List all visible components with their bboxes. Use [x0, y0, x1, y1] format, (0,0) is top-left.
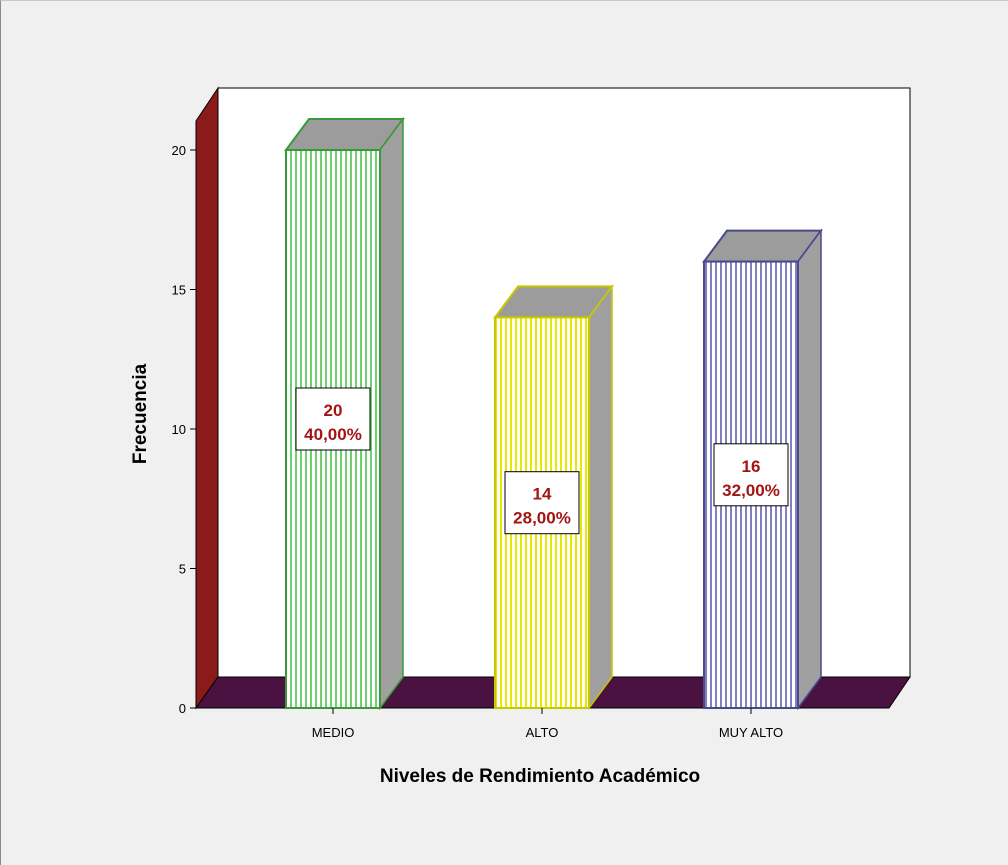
data-label-box: [713, 443, 789, 507]
data-label: 14 28,00%: [504, 471, 580, 535]
data-label-percent: 32,00%: [722, 481, 780, 500]
data-label-percent: 28,00%: [513, 509, 571, 528]
y-tick-label: 0: [179, 701, 186, 716]
x-axis-title: Niveles de Rendimiento Académico: [380, 766, 700, 787]
bar-side-face: [797, 228, 822, 711]
y-tick-label: 5: [179, 562, 186, 577]
x-tick-label: ALTO: [526, 725, 559, 740]
x-axis-tick-labels: MEDIO ALTO MUY ALTO: [312, 708, 783, 740]
data-label-box: [295, 387, 371, 451]
data-label-box: [504, 471, 580, 535]
data-label-count: 16: [742, 457, 761, 476]
data-label-count: 20: [324, 401, 343, 420]
plot-left-wall: [195, 86, 219, 710]
data-labels-group: 20 40,00% 14 28,00% 16 32,00%: [295, 387, 789, 535]
x-tick-label: MUY ALTO: [719, 725, 783, 740]
data-label-percent: 40,00%: [304, 425, 362, 444]
y-axis-title: Frecuencia: [130, 363, 151, 464]
data-label-count: 14: [533, 485, 552, 504]
bar-side-face: [588, 284, 613, 711]
bar-side-face: [379, 116, 404, 711]
data-label: 20 40,00%: [295, 387, 371, 451]
y-axis-ticks: 0 5 10 15 20: [172, 143, 196, 716]
data-label: 16 32,00%: [713, 443, 789, 507]
y-tick-label: 10: [172, 422, 186, 437]
x-tick-label: MEDIO: [312, 725, 355, 740]
y-tick-label: 20: [172, 143, 186, 158]
y-tick-label: 15: [172, 283, 186, 298]
